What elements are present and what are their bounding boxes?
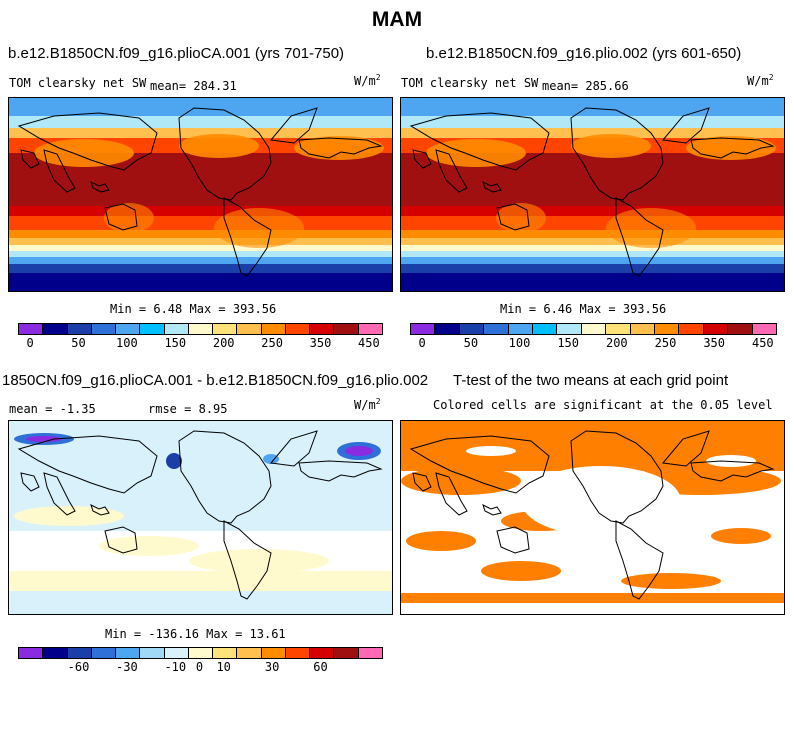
panel-diff-map [8, 420, 393, 615]
panel-plio-field [401, 98, 784, 291]
panel-diff-colorbar [18, 647, 383, 659]
panel-diff-rmse: rmse = 8.95 [148, 402, 228, 416]
colorbar-swatch [19, 324, 44, 334]
colorbar-swatch [91, 648, 117, 658]
panel-ttest-title: T-test of the two means at each grid poi… [453, 372, 729, 389]
panel-plio-mean: mean= 285.66 [542, 79, 629, 93]
colorbar-swatch [435, 324, 460, 334]
panel-diff-mean: mean = -1.35 [9, 402, 96, 416]
panel-ca-title: b.e12.B1850CN.f09_g16.plioCA.001 (yrs 70… [8, 45, 345, 62]
colorbar-swatch [334, 324, 359, 334]
panel-plio-colorbar [410, 323, 777, 335]
colorbar-tick-label: 200 [212, 336, 235, 350]
colorbar-swatch [459, 324, 485, 334]
colorbar-tick-label: 50 [71, 336, 86, 350]
colorbar-swatch [188, 324, 214, 334]
colorbar-tick-label: 350 [703, 336, 725, 350]
colorbar-tick-label: 60 [313, 660, 328, 674]
colorbar-tick-label: 450 [751, 336, 774, 350]
panel-ca-mean: mean= 284.31 [150, 79, 237, 93]
panel-diff-units: W/m2 [354, 397, 381, 412]
colorbar-swatch [310, 324, 335, 334]
colorbar-tick-label: 200 [605, 336, 628, 350]
colorbar-tick-label: -10 [164, 660, 187, 674]
panel-plio-variable: TOM clearsky net SW [401, 76, 539, 90]
colorbar-swatch [310, 648, 335, 658]
colorbar-swatch [213, 324, 238, 334]
panel-diff-minmax: Min = -136.16 Max = 13.61 [105, 627, 286, 641]
panel-ca-map [8, 97, 393, 292]
colorbar-swatch [43, 324, 68, 334]
colorbar-swatch [140, 324, 165, 334]
colorbar-tick-label: 350 [309, 336, 332, 350]
panel-ca-field [9, 98, 392, 291]
colorbar-tick-label: 0 [26, 336, 34, 350]
colorbar-swatch [411, 324, 436, 334]
colorbar-swatch [508, 324, 534, 334]
colorbar-tick-label: 0 [195, 660, 204, 674]
panel-ca-minmax: Min = 6.48 Max = 393.56 [110, 302, 277, 316]
colorbar-swatch [91, 324, 117, 334]
colorbar-tick-label: 450 [358, 336, 380, 350]
colorbar-swatch [67, 324, 92, 334]
panel-ttest-note: Colored cells are significant at the 0.0… [433, 398, 773, 412]
figure-title: MAM [371, 8, 423, 31]
colorbar-swatch [19, 648, 44, 658]
panel-plio-map [400, 97, 785, 292]
colorbar-swatch [213, 648, 238, 658]
panel-ttest-map [400, 420, 785, 615]
colorbar-swatch [261, 648, 286, 658]
colorbar-tick-label: 150 [557, 336, 579, 350]
colorbar-tick-label: 0 [418, 336, 426, 350]
colorbar-tick-label: -30 [116, 660, 138, 674]
panel-ca-variable: TOM clearsky net SW [9, 76, 147, 90]
colorbar-swatch [334, 648, 359, 658]
panel-ca-colorbar [18, 323, 383, 335]
colorbar-swatch [752, 324, 777, 334]
panel-ca-units: W/m2 [354, 73, 381, 88]
colorbar-swatch [358, 648, 382, 658]
colorbar-swatch [533, 324, 558, 334]
colorbar-swatch [606, 324, 631, 334]
colorbar-swatch [116, 648, 141, 658]
colorbar-swatch [728, 324, 753, 334]
colorbar-swatch [188, 648, 214, 658]
colorbar-tick-label: 30 [264, 660, 280, 674]
colorbar-swatch [261, 324, 286, 334]
colorbar-tick-label: 250 [261, 336, 283, 350]
colorbar-tick-label: -60 [67, 660, 90, 674]
panel-plio-units: W/m2 [747, 73, 774, 88]
colorbar-swatch [67, 648, 92, 658]
panel-plio-minmax: Min = 6.46 Max = 393.56 [500, 302, 667, 316]
colorbar-tick-label: 50 [463, 336, 479, 350]
panel-ttest-field [401, 421, 784, 614]
colorbar-tick-label: 150 [164, 336, 187, 350]
colorbar-swatch [703, 324, 729, 334]
colorbar-swatch [43, 648, 68, 658]
panel-diff-title: 1850CN.f09_g16.plioCA.001 - b.e12.B1850C… [2, 372, 429, 389]
panel-plio-title: b.e12.B1850CN.f09_g16.plio.002 (yrs 601-… [426, 45, 742, 62]
colorbar-swatch [237, 324, 262, 334]
colorbar-swatch [358, 324, 382, 334]
colorbar-swatch [237, 648, 262, 658]
colorbar-tick-label: 100 [116, 336, 138, 350]
colorbar-swatch [116, 324, 141, 334]
colorbar-swatch [140, 648, 165, 658]
colorbar-swatch [581, 324, 607, 334]
colorbar-tick-label: 100 [508, 336, 531, 350]
colorbar-swatch [285, 648, 311, 658]
colorbar-swatch [630, 324, 656, 334]
colorbar-swatch [285, 324, 311, 334]
colorbar-swatch [164, 648, 189, 658]
colorbar-swatch [655, 324, 680, 334]
colorbar-swatch [484, 324, 509, 334]
colorbar-swatch [679, 324, 704, 334]
colorbar-tick-label: 10 [216, 660, 231, 674]
colorbar-tick-label: 250 [654, 336, 677, 350]
panel-diff-field [9, 421, 392, 614]
colorbar-swatch [557, 324, 582, 334]
colorbar-swatch [164, 324, 189, 334]
